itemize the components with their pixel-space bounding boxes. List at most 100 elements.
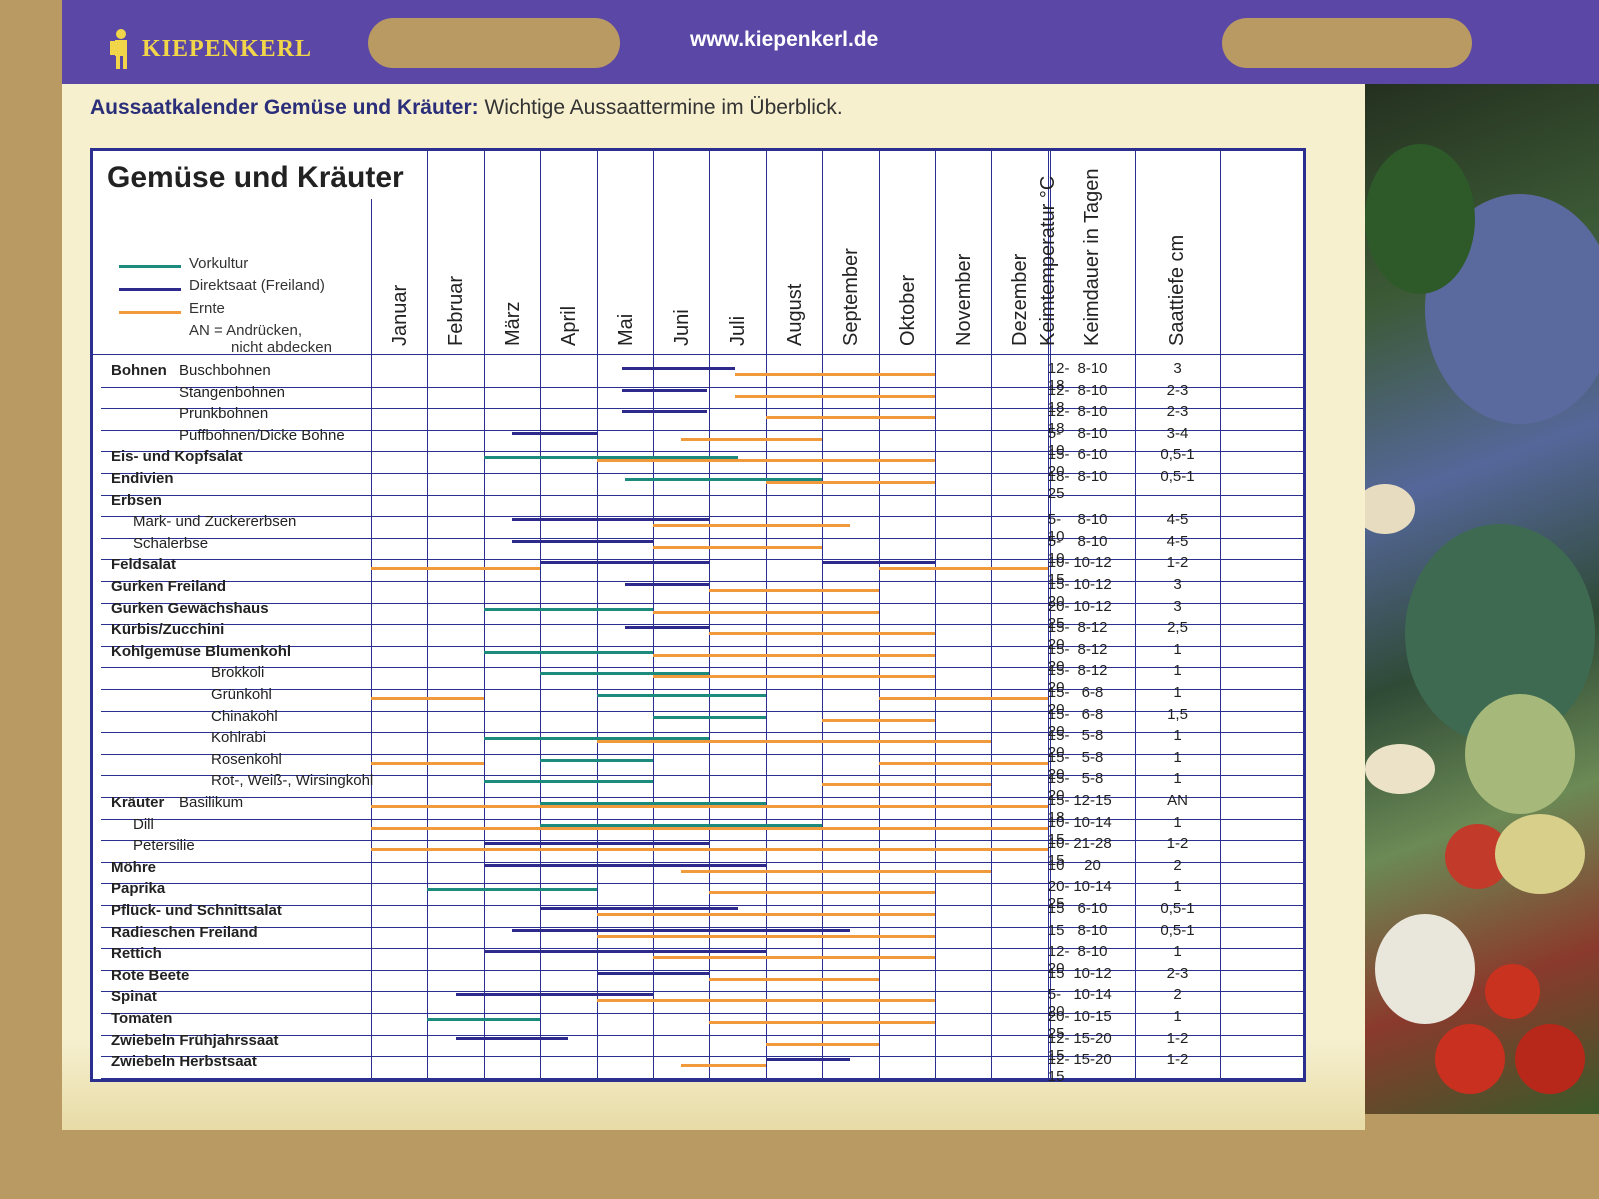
keimdauer-cell: 12-15 (1073, 792, 1112, 809)
row-label: Rettich (111, 945, 162, 963)
heading-bold: Aussaatkalender Gemüse und Kräuter: (90, 96, 479, 119)
keimdauer-cell: 8-10 (1077, 943, 1108, 961)
saattiefe-cell: 1 (1173, 727, 1182, 745)
bar-vorkultur (483, 737, 710, 741)
column-divider (1220, 151, 1221, 1079)
saattiefe-cell: 2-3 (1166, 403, 1189, 421)
bar-ernte (371, 697, 484, 700)
saattiefe-cell: 1-2 (1166, 1051, 1189, 1069)
bar-ernte (371, 805, 1048, 808)
saattiefe-cell: 2-3 (1166, 964, 1189, 982)
legend-ernte-line (119, 311, 181, 314)
month-divider (935, 151, 936, 1079)
saattiefe-cell: 2 (1173, 856, 1182, 874)
month-divider (371, 199, 372, 1079)
saattiefe-cell: 1,5 (1167, 705, 1188, 723)
bar-ernte (709, 632, 935, 636)
legend-ernte: Ernte (189, 300, 225, 317)
month-label: November (953, 253, 975, 346)
row-divider (101, 732, 1303, 734)
heading-rest: Wichtige Aussaattermine im Überblick. (484, 96, 843, 119)
legend-direktsaat: Direktsaat (Freiland) (189, 277, 325, 294)
row-label: Spinat (111, 988, 157, 1006)
saattiefe-cell: 4-5 (1166, 511, 1189, 529)
saattiefe-cell: 1 (1173, 943, 1182, 961)
row-label: Brokkoli (211, 664, 265, 682)
legend-direktsaat-line (119, 288, 181, 291)
row-label: Radieschen Freiland (111, 923, 258, 941)
row-divider (101, 861, 1303, 863)
saattiefe-cell: 3 (1173, 576, 1182, 593)
row-divider (101, 905, 1303, 906)
row-label: Endivien (111, 470, 174, 487)
keimdauer-cell: 5-8 (1081, 748, 1104, 766)
row-divider (101, 948, 1303, 950)
keimdauer-cell: 21-28 (1073, 835, 1112, 853)
row-divider (101, 1056, 1303, 1058)
row-label: Dill (133, 815, 154, 833)
row-label: Petersilie (133, 837, 195, 855)
column-divider (1050, 151, 1051, 1079)
keimdauer-cell: 10-14 (1073, 878, 1112, 896)
row-label: Basilikum (179, 794, 244, 811)
keimdauer-cell: 8-10 (1077, 921, 1108, 939)
row-group-label: Bohnen (111, 362, 167, 379)
saattiefe-cell: 1 (1173, 1008, 1182, 1025)
month-label: Oktober (896, 274, 919, 346)
row-divider (101, 451, 1303, 453)
bar-direktsaat (624, 626, 710, 630)
legend-vorkultur: Vorkultur (189, 255, 249, 272)
legend-an-line2: nicht abdecken (231, 339, 332, 356)
row-label: Erbsen (111, 491, 162, 509)
row-divider (101, 602, 1303, 604)
row-label: Mark- und Zuckererbsen (133, 513, 297, 531)
row-divider (101, 624, 1303, 626)
bar-ernte (878, 761, 1048, 765)
row-divider (101, 581, 1303, 582)
bar-ernte (681, 869, 992, 873)
month-label: Februar (445, 275, 468, 346)
saattiefe-cell: 1-2 (1166, 1029, 1189, 1047)
row-divider (101, 537, 1303, 539)
bar-ernte (822, 718, 935, 722)
bar-vorkultur (483, 607, 653, 611)
row-divider (101, 753, 1303, 755)
keimdauer-cell: 8-12 (1077, 640, 1108, 658)
row-divider (101, 689, 1303, 690)
keimdauer-cell: 6-10 (1077, 900, 1108, 917)
bar-ernte (681, 1064, 766, 1068)
bar-vorkultur (427, 1018, 541, 1021)
saattiefe-cell: 0,5-1 (1160, 921, 1195, 939)
bar-ernte (734, 394, 935, 398)
month-label: Mai (614, 313, 637, 346)
keimdauer-cell: 8-10 (1077, 424, 1108, 442)
bar-ernte (596, 459, 935, 463)
keimdauer-cell: 10-12 (1073, 964, 1112, 982)
month-divider (991, 151, 993, 1079)
bar-ernte (765, 1042, 879, 1046)
legend-an-line1: AN = Andrücken, (189, 322, 302, 339)
bar-ernte (765, 416, 935, 420)
row-label: Paprika (111, 880, 166, 898)
bar-vorkultur (483, 650, 653, 654)
bar-ernte (653, 675, 935, 679)
saattiefe-cell: 1 (1173, 878, 1182, 896)
column-label: Keimtemperatur °C (1036, 175, 1059, 346)
bar-ernte (709, 1021, 935, 1024)
month-label: März (501, 301, 524, 346)
row-divider (101, 645, 1303, 647)
keimdauer-cell: 6-8 (1081, 684, 1104, 701)
brand-url[interactable]: www.kiepenkerl.de (690, 28, 879, 51)
bar-ernte (653, 524, 851, 528)
brand-name: KIEPENKERL (142, 35, 313, 62)
saattiefe-cell: 3 (1173, 597, 1182, 615)
saattiefe-cell: 3-4 (1166, 424, 1189, 442)
row-label: Chinakohl (211, 707, 278, 725)
bar-direktsaat (621, 410, 707, 414)
bar-vorkultur (624, 478, 823, 481)
bar-ernte (709, 589, 879, 592)
saattiefe-cell: 1 (1173, 813, 1182, 831)
row-group-label: Kräuter (111, 794, 165, 811)
keimdauer-cell: 10-12 (1073, 554, 1112, 572)
saattiefe-cell: 2-3 (1166, 381, 1189, 399)
